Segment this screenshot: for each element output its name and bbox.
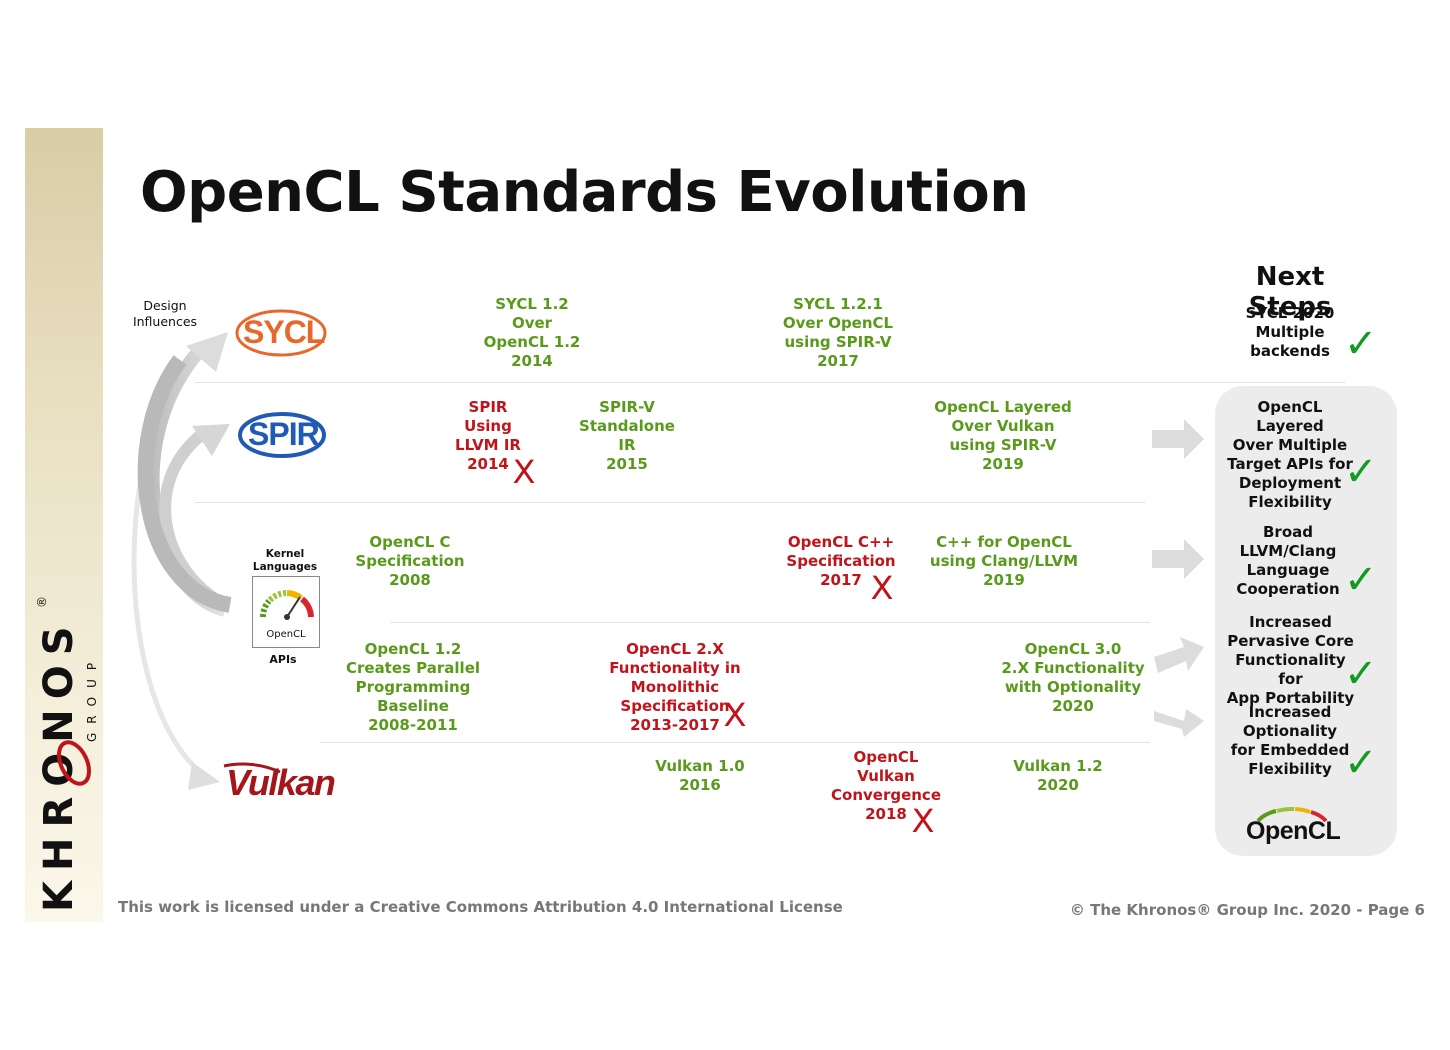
arrow-right-icon [1154,637,1204,673]
opencl-logo-text: OpenCL [1246,817,1341,845]
opencl-badge: OpenCL [252,576,320,648]
opencl-arc-icon [1256,806,1328,823]
opencl-2x-label: OpenCL 2.X Functionality in Monolithic S… [609,640,741,734]
opencl-30-label: OpenCL 3.0 2.X Functionality with Option… [1001,640,1145,715]
vulkan-logo: Vulkan [222,758,352,803]
arrow-right-icon [1152,419,1204,459]
opencl-vulkan-convergence-label: OpenCL Vulkan Convergence 2018 [831,748,941,823]
rejected-x-icon: X [870,569,894,607]
sycl-12-label: SYCL 1.2 Over OpenCL 1.2 2014 [483,295,581,370]
spir-logo-text: SPIR [248,416,320,452]
spir-ring-icon [238,412,326,458]
opencl-logo: OpenCL [1244,805,1344,851]
sycl-ring-icon [235,309,327,357]
license-footer: This work is licensed under a Creative C… [118,898,843,916]
row-separator [390,622,1150,623]
sycl-121-label: SYCL 1.2.1 Over OpenCL using SPIR-V 2017 [782,295,894,370]
opencl-c-label: OpenCL C Specification 2008 [355,533,465,589]
cpp-for-opencl-label: C++ for OpenCL using Clang/LLVM 2019 [929,533,1079,589]
check-icon: ✓ [1344,651,1378,697]
opencl-badge-label: OpenCL [266,629,306,640]
next-step-item: Broad LLVM/Clang Language Cooperation [1236,523,1340,598]
row-separator [195,502,1145,503]
next-step-item: OpenCL Layered Over Multiple Target APIs… [1227,398,1353,511]
vulkan-12-label: Vulkan 1.2 2020 [1013,757,1103,794]
next-steps-panel [1215,386,1397,856]
opencl-12-label: OpenCL 1.2 Creates Parallel Programming … [345,640,481,734]
opencl-layered-label: OpenCL Layered Over Vulkan using SPIR-V … [934,398,1072,473]
khronos-logo: KHRONOS GROUP ® [35,596,99,912]
spir-logo: SPIR [238,410,338,460]
check-icon: ✓ [1344,449,1378,495]
next-step-item: Increased Optionality for Embedded Flexi… [1230,703,1350,778]
vulkan-10-label: Vulkan 1.0 2016 [655,757,745,794]
kernel-languages-label: Kernel Languages [252,548,318,573]
next-steps-title: Next Steps [1248,262,1332,322]
row-separator [320,742,1150,743]
spirv-standalone-label: SPIR-V Standalone IR 2015 [579,398,675,473]
copyright-footer: © The Khronos® Group Inc. 2020 - Page 6 [1069,901,1425,919]
khronos-registered-mark: ® [35,596,49,608]
khronos-swoosh-icon [56,740,92,786]
sycl-logo: SYCL [233,305,343,360]
check-icon: ✓ [1344,740,1378,786]
arrow-right-icon [1152,539,1204,579]
vulkan-swoosh-icon [223,762,281,774]
apis-label: APIs [269,653,297,666]
arrow-to-kernel [137,355,232,613]
opencl-gauge-icon [259,590,314,620]
spir-llvm-label: SPIR Using LLVM IR 2014 [455,398,521,473]
check-icon: ✓ [1344,321,1378,367]
rejected-x-icon: X [911,802,935,840]
rejected-x-icon: X [723,696,747,734]
sidebar-band [25,128,103,922]
page-title: OpenCL Standards Evolution [140,160,1029,225]
khronos-group-text: GROUP [85,654,99,742]
sycl-logo-text: SYCL [243,314,325,350]
design-influences-label: Design Influences [132,298,198,329]
opencl-cpp-label: OpenCL C++ Specification 2017 [786,533,896,589]
arrow-right-icon [1154,709,1204,737]
rejected-x-icon: X [512,453,536,491]
vulkan-logo-text: Vulkan [226,762,336,803]
next-step-item: Increased Pervasive Core Functionality f… [1226,613,1355,707]
next-arrows [1152,419,1204,737]
next-step-item: SYCL 2020 Multiple backends [1245,304,1335,360]
check-icon: ✓ [1344,557,1378,603]
influence-arrows [131,332,232,790]
row-separator [195,382,1345,383]
